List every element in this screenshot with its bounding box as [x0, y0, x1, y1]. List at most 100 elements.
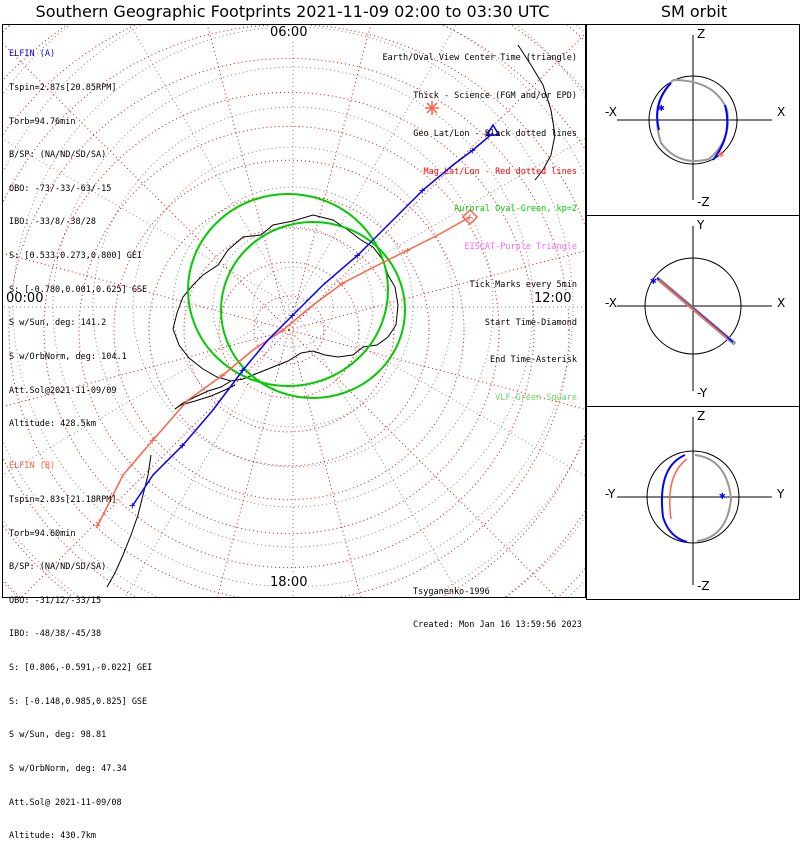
elfin-b-footprint-track: [97, 216, 471, 526]
geo-longitude-line: [292, 306, 462, 597]
track-tick-mark: +: [239, 364, 246, 377]
track-tick-mark: +: [289, 309, 296, 322]
mag-longitude-line: [288, 25, 372, 331]
track-tick-mark: +: [279, 324, 286, 337]
geo-longitude-line: [292, 306, 585, 477]
mag-latitude-circle: [113, 159, 465, 501]
mag-longitude-line: [3, 252, 290, 331]
elfin-a-line: IBO: -33/8/-38/28: [9, 217, 96, 228]
elfin-a-tick-marks: +++++++: [129, 144, 476, 512]
sm-xy-label-top: Y: [697, 218, 705, 232]
elfin-b-info: ELFIN (B) Tspin=2.83s[21.18RPM] Torb=94.…: [9, 439, 152, 865]
elfin-b-line: S w/Sun, deg: 98.81: [9, 730, 107, 741]
mag-longitude-line: [216, 329, 290, 597]
sm-yz-label-bottom: -Z: [697, 579, 710, 593]
legend-entry: Thick - Science (FGM and/or EPD): [413, 90, 577, 101]
mag-longitude-line: [288, 329, 362, 597]
mag-longitude-line: [206, 25, 290, 331]
svg-text:✱: ✱: [658, 101, 665, 114]
mlt-label-right: 12:00: [533, 291, 573, 306]
elfin-b-label: ELFIN (B): [9, 461, 56, 472]
legend-entry: Auroral Oval-Green, kp=2: [454, 204, 577, 215]
geo-longitude-line: [3, 306, 294, 476]
elfin-a-line: Altitude: 428.5km: [9, 419, 96, 430]
footer: Tsyganenko-1996 Created: Mon Jan 16 13:5…: [413, 565, 582, 653]
model-label: Tsyganenko-1996: [413, 587, 490, 597]
track-tick-mark: +: [219, 369, 226, 382]
created-timestamp: Created: Mon Jan 16 13:59:56 2023: [413, 620, 582, 630]
mlt-label-top: 06:00: [269, 25, 309, 40]
mag-latitude-circle: [148, 193, 430, 467]
track-tick-mark: +: [404, 244, 411, 257]
elfin-a-line: S: [-0.780,0.001,0.625] GSE: [9, 284, 148, 295]
sm-xz-label-left: -X: [605, 105, 617, 119]
footprint-map: +++++++ +++++++: [3, 25, 585, 597]
elfin-b-tick-marks: +++++++: [94, 211, 473, 532]
mag-latitude-circle: [218, 261, 360, 399]
sm-xy-label-bottom: -Y: [697, 386, 708, 400]
elfin-a-start-triangle: [485, 123, 501, 136]
elfin-a-line: S w/Sun, deg: 141.2: [9, 318, 107, 329]
mag-latitude-circle: [43, 91, 535, 569]
svg-text:✱: ✱: [719, 489, 726, 502]
geo-longitude-line: [292, 25, 457, 308]
elfin-b-line: OBO: -31/12/-33/15: [9, 595, 102, 606]
elfin-b-end-asterisk: [425, 101, 439, 115]
svg-text:✱: ✱: [718, 149, 724, 160]
geo-longitude-line: [292, 137, 585, 308]
track-tick-mark: +: [419, 184, 426, 197]
track-tick-mark: +: [469, 144, 476, 157]
mag-longitude-line: [3, 329, 290, 408]
legend-entry: Geo Lat/Lon - Black dotted lines: [413, 128, 577, 139]
mag-latitude-circle: [253, 295, 325, 365]
geo-grid-lines: [3, 25, 585, 597]
track-tick-mark: +: [354, 249, 361, 262]
sm-yz-label-left: -Y: [605, 487, 616, 501]
legend-entry: Mag Lat/Lon - Red dotted lines: [423, 166, 577, 177]
legend-entry: End Time-Asterisk: [490, 355, 577, 366]
mag-longitude-line: [21, 329, 290, 597]
legend-entry: Earth/Oval View Center Time (triangle): [382, 53, 577, 64]
elfin-a-footprint-track: [132, 132, 494, 506]
elfin-a-line: B/SP: (NA/ND/SD/SA): [9, 150, 107, 161]
sm-xy-label-right: X: [777, 296, 786, 310]
elfin-b-line: Torb=94.60min: [9, 528, 76, 539]
elfin-a-line: Tspin=2.87s[20.85RPM]: [9, 83, 117, 94]
footprint-map-panel: + + + + + + + + + + + + + + 06:00 00:00 12:00 18:00 …: [2, 24, 586, 841]
mag-longitude-line: [288, 329, 585, 410]
sm-orbit-yz-plot: ✱: [617, 417, 772, 585]
geo-longitude-line: [124, 306, 294, 597]
track-tick-mark: +: [129, 499, 136, 512]
auroral-oval-outer: [187, 193, 389, 387]
elfin-a-line: S w/OrbNorm, deg: 104.1: [9, 351, 127, 362]
track-tick-mark: +: [149, 434, 156, 447]
plot-title: Southern Geographic Footprints 2021-11-0…: [35, 2, 550, 21]
legend-entry: Start Time-Diamond: [484, 317, 577, 328]
elfin-a-line: S: [0.533,0.273,0.800] GEI: [9, 251, 143, 262]
track-tick-mark: +: [339, 277, 346, 290]
auroral-oval-inner: [220, 221, 406, 399]
track-tick-mark: +: [94, 519, 101, 532]
geo-longitude-line: [3, 138, 294, 308]
australia-coastline: [517, 44, 556, 181]
elfin-a-line: Att.Sol@2021-11-09/09: [9, 385, 117, 396]
elfin-a-label: ELFIN (A): [9, 49, 56, 60]
mag-longitude-line: [288, 250, 585, 331]
sm-xy-label-left: -X: [605, 296, 617, 310]
sm-orbit-panel-xz: ✱ ✱ Z -Z -X X: [586, 24, 800, 216]
elfin-a-line: OBO: -73/-33/-63/-15: [9, 183, 112, 194]
elfin-b-line: Att.Sol@ 2021-11-09/08: [9, 797, 122, 808]
sm-xz-label-top: Z: [697, 27, 706, 41]
elfin-a-line: Torb=94.76min: [9, 116, 76, 127]
geo-longitude-line: [129, 25, 294, 308]
mag-latitude-circle: [183, 227, 395, 433]
legend: Earth/Oval View Center Time (triangle) T…: [383, 27, 577, 430]
sm-orbit-panel-yz: ✱ Z -Z -Y Y: [586, 406, 800, 600]
elfin-b-line: S w/OrbNorm, deg: 47.34: [9, 763, 127, 774]
elfin-b-line: S: [0.806,-0.591,-0.022] GEI: [9, 663, 153, 674]
mag-latitude-circle: [8, 57, 570, 597]
elfin-a-info: ELFIN (A) Tspin=2.87s[20.85RPM] Torb=94.…: [9, 27, 147, 453]
elfin-b-line: Tspin=2.83s[21.18RPM]: [9, 495, 117, 506]
mlt-label-bottom: 18:00: [269, 575, 309, 590]
sm-yz-label-right: Y: [777, 487, 785, 501]
